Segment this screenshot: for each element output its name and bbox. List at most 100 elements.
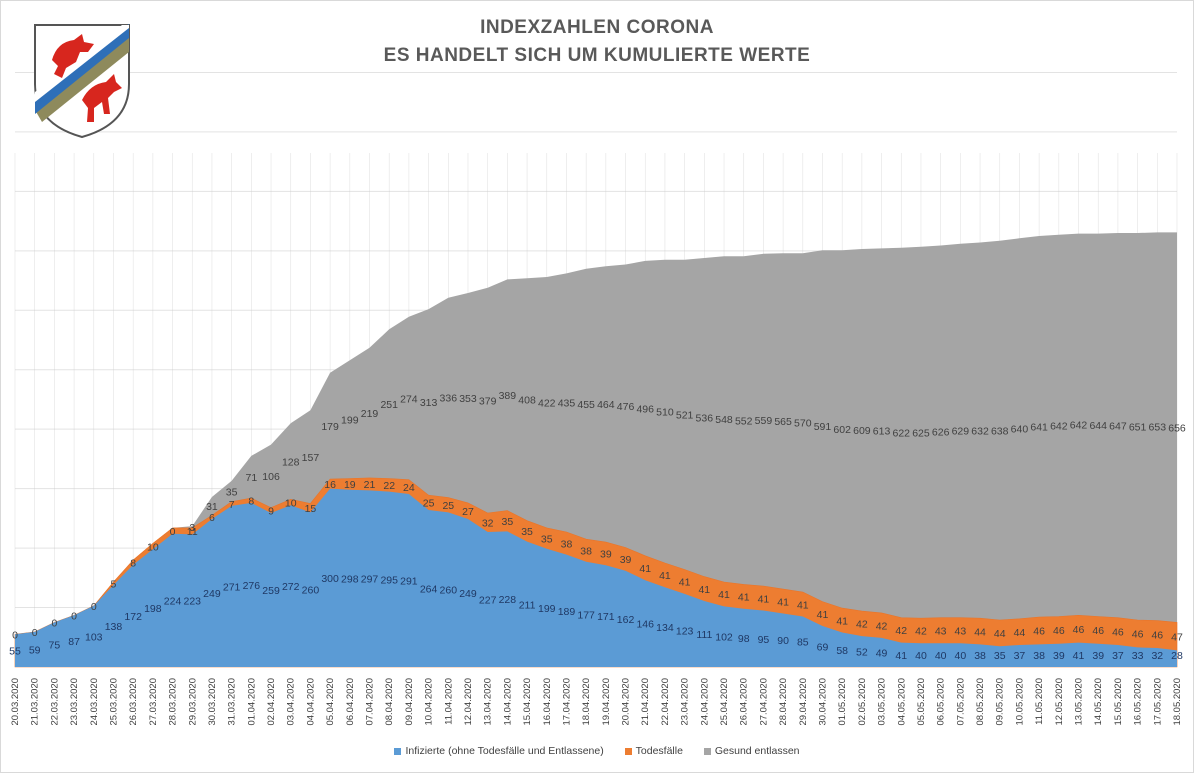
data-label-infizierte: 300 bbox=[321, 573, 339, 585]
x-tick-label: 20.03.2020 bbox=[10, 678, 21, 726]
data-label-todesfaelle: 41 bbox=[797, 599, 809, 611]
data-labels: 5505907508701030138517281981022402231132… bbox=[9, 390, 1186, 662]
data-label-todesfaelle: 38 bbox=[561, 538, 573, 550]
data-label-gesund: 464 bbox=[597, 399, 615, 411]
data-label-gesund: 313 bbox=[420, 397, 438, 409]
data-label-todesfaelle: 15 bbox=[305, 503, 317, 515]
x-tick-label: 27.03.2020 bbox=[148, 678, 159, 726]
data-label-infizierte: 87 bbox=[68, 636, 80, 648]
data-label-gesund: 629 bbox=[952, 426, 970, 438]
data-label-todesfaelle: 46 bbox=[1053, 625, 1065, 637]
x-tick-label: 12.05.2020 bbox=[1054, 678, 1065, 726]
data-label-todesfaelle: 0 bbox=[51, 617, 57, 629]
data-label-infizierte: 138 bbox=[105, 621, 123, 633]
legend-swatch-orange bbox=[624, 747, 632, 755]
data-label-gesund: 379 bbox=[479, 395, 497, 407]
data-label-gesund: 602 bbox=[833, 424, 851, 436]
data-label-gesund: 641 bbox=[1030, 422, 1048, 434]
data-label-gesund: 632 bbox=[971, 425, 989, 437]
data-label-gesund: 157 bbox=[302, 452, 320, 464]
title-line-2: ES HANDELT SICH UM KUMULIERTE WERTE bbox=[383, 45, 811, 66]
data-label-infizierte: 39 bbox=[1053, 650, 1065, 662]
data-label-infizierte: 55 bbox=[9, 646, 21, 658]
x-tick-label: 17.05.2020 bbox=[1152, 678, 1163, 726]
data-label-infizierte: 102 bbox=[715, 632, 733, 644]
data-label-gesund: 455 bbox=[577, 399, 595, 411]
data-label-infizierte: 40 bbox=[935, 650, 947, 662]
data-label-gesund: 31 bbox=[206, 501, 218, 513]
x-tick-label: 07.04.2020 bbox=[365, 678, 376, 726]
data-label-infizierte: 69 bbox=[817, 641, 829, 653]
x-tick-label: 14.04.2020 bbox=[502, 678, 513, 726]
x-tick-label: 06.04.2020 bbox=[345, 678, 356, 726]
data-label-todesfaelle: 43 bbox=[935, 625, 947, 637]
data-label-infizierte: 249 bbox=[203, 588, 221, 600]
data-label-infizierte: 134 bbox=[656, 622, 674, 634]
data-label-gesund: 548 bbox=[715, 414, 733, 426]
data-label-gesund: 640 bbox=[1011, 424, 1029, 436]
data-label-todesfaelle: 41 bbox=[817, 609, 829, 621]
x-tick-label: 07.05.2020 bbox=[955, 678, 966, 726]
legend-label-infizierte: Infizierte (ohne Todesfälle und Entlasse… bbox=[405, 745, 604, 757]
x-tick-label: 16.04.2020 bbox=[542, 678, 553, 726]
area-infizierte bbox=[15, 488, 1177, 667]
data-label-infizierte: 189 bbox=[558, 606, 576, 618]
data-label-gesund: 128 bbox=[282, 456, 300, 468]
x-tick-label: 27.04.2020 bbox=[758, 678, 769, 726]
data-label-gesund: 476 bbox=[617, 401, 635, 413]
data-label-todesfaelle: 41 bbox=[738, 592, 750, 604]
data-label-todesfaelle: 8 bbox=[130, 557, 136, 569]
data-label-infizierte: 49 bbox=[876, 647, 888, 659]
legend: Infizierte (ohne Todesfälle und Entlasse… bbox=[0, 745, 1194, 757]
data-label-infizierte: 40 bbox=[915, 650, 927, 662]
data-label-todesfaelle: 39 bbox=[600, 549, 612, 561]
data-label-gesund: 644 bbox=[1089, 420, 1107, 432]
data-label-todesfaelle: 41 bbox=[758, 593, 770, 605]
data-label-todesfaelle: 46 bbox=[1132, 629, 1144, 641]
legend-swatch-blue bbox=[394, 747, 402, 755]
data-label-infizierte: 172 bbox=[124, 611, 142, 623]
data-label-infizierte: 40 bbox=[955, 650, 967, 662]
data-label-infizierte: 260 bbox=[440, 585, 458, 597]
data-label-todesfaelle: 41 bbox=[679, 577, 691, 589]
data-label-todesfaelle: 44 bbox=[1014, 627, 1026, 639]
x-tick-label: 02.04.2020 bbox=[266, 678, 277, 726]
data-label-todesfaelle: 8 bbox=[248, 496, 254, 508]
data-label-gesund: 219 bbox=[361, 408, 379, 420]
x-tick-label: 25.04.2020 bbox=[719, 678, 730, 726]
data-label-gesund: 642 bbox=[1050, 421, 1068, 433]
data-label-todesfaelle: 0 bbox=[32, 627, 38, 639]
data-label-gesund: 570 bbox=[794, 418, 812, 430]
data-label-gesund: 559 bbox=[755, 415, 773, 427]
data-label-infizierte: 298 bbox=[341, 573, 359, 585]
x-tick-label: 05.05.2020 bbox=[916, 678, 927, 726]
data-label-infizierte: 199 bbox=[538, 603, 556, 615]
data-label-todesfaelle: 44 bbox=[994, 628, 1006, 640]
data-label-infizierte: 171 bbox=[597, 611, 615, 623]
data-label-gesund: 647 bbox=[1109, 420, 1127, 432]
data-label-todesfaelle: 43 bbox=[955, 625, 967, 637]
x-tick-label: 17.04.2020 bbox=[561, 678, 572, 726]
data-label-infizierte: 224 bbox=[164, 595, 182, 607]
legend-label-todesfaelle: Todesfälle bbox=[635, 745, 683, 757]
data-label-todesfaelle: 41 bbox=[659, 570, 671, 582]
x-tick-label: 26.03.2020 bbox=[128, 678, 139, 726]
data-label-todesfaelle: 6 bbox=[209, 512, 215, 524]
data-label-infizierte: 39 bbox=[1092, 650, 1104, 662]
data-label-gesund: 609 bbox=[853, 425, 871, 437]
data-label-todesfaelle: 10 bbox=[285, 497, 297, 509]
data-label-todesfaelle: 41 bbox=[777, 596, 789, 608]
data-label-todesfaelle: 42 bbox=[876, 620, 888, 632]
data-label-gesund: 625 bbox=[912, 427, 930, 439]
data-label-todesfaelle: 10 bbox=[147, 541, 159, 553]
data-label-todesfaelle: 46 bbox=[1033, 626, 1045, 638]
x-tick-label: 28.03.2020 bbox=[168, 678, 179, 726]
data-label-todesfaelle: 41 bbox=[639, 563, 651, 575]
data-label-gesund: 651 bbox=[1129, 422, 1147, 434]
data-label-todesfaelle: 11 bbox=[187, 526, 198, 538]
x-tick-label: 01.04.2020 bbox=[246, 678, 257, 726]
legend-item-gesund: Gesund entlassen bbox=[703, 745, 800, 757]
x-tick-label: 23.03.2020 bbox=[69, 678, 80, 726]
data-label-infizierte: 38 bbox=[1033, 650, 1045, 662]
